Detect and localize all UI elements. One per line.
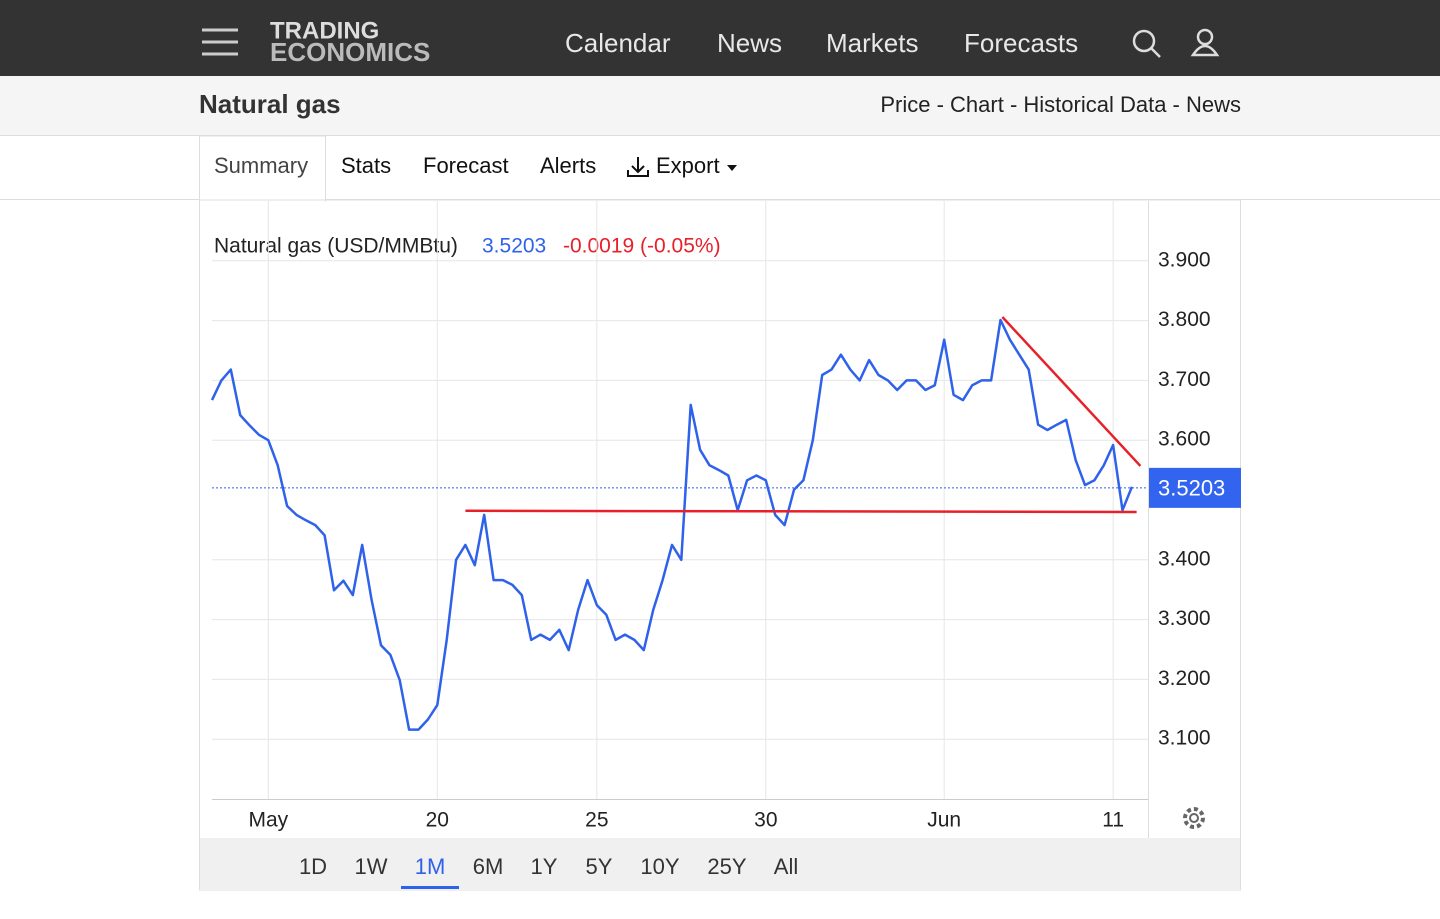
range-button[interactable]: 5Y — [586, 854, 613, 879]
settings-icon[interactable] — [1183, 807, 1205, 829]
nav-link[interactable]: Forecasts — [964, 28, 1078, 58]
nav-link[interactable]: Markets — [826, 28, 918, 58]
range-button[interactable]: 1Y — [531, 854, 558, 879]
x-tick-label: 30 — [754, 809, 777, 832]
range-button[interactable]: All — [774, 854, 798, 879]
y-tick-label: 3.400 — [1158, 547, 1211, 570]
y-tick-label: 3.100 — [1158, 727, 1211, 750]
logo[interactable]: TRADING — [270, 17, 379, 44]
y-tick-label: 3.800 — [1158, 308, 1211, 331]
logo[interactable]: ECONOMICS — [270, 37, 430, 67]
top-bar — [0, 0, 1440, 76]
sub-bar — [0, 76, 1440, 136]
page-title: Natural gas — [199, 89, 341, 119]
chart-title: Natural gas (USD/MMBtu) — [214, 235, 458, 258]
tab[interactable]: Alerts — [540, 153, 596, 178]
nav-link[interactable]: Calendar — [565, 28, 671, 58]
range-button[interactable]: 25Y — [707, 854, 746, 879]
y-tick-label: 3.700 — [1158, 368, 1211, 391]
range-button[interactable]: 6M — [473, 854, 504, 879]
trend-line — [465, 509, 1137, 514]
y-tick-label: 3.300 — [1158, 607, 1211, 630]
range-button[interactable]: 10Y — [640, 854, 679, 879]
x-tick-label: Jun — [927, 809, 961, 832]
menu-icon[interactable] — [202, 28, 238, 56]
range-underline — [401, 886, 459, 889]
x-tick-label: May — [248, 809, 288, 832]
search-icon[interactable] — [1132, 29, 1161, 58]
chart-card — [199, 199, 1241, 891]
range-bar — [200, 838, 1240, 890]
change: -0.0019 (-0.05%) — [563, 235, 721, 258]
x-tick-label: 11 — [1102, 809, 1124, 832]
tab[interactable]: Forecast — [423, 153, 509, 178]
tab[interactable]: Summary — [214, 153, 308, 178]
last-badge-label: 3.5203 — [1158, 476, 1225, 501]
x-tick-label: 25 — [585, 809, 608, 832]
range-button[interactable]: 1D — [299, 854, 327, 879]
trend-line — [1001, 316, 1142, 467]
caret — [727, 165, 737, 171]
y-tick-label: 3.600 — [1158, 428, 1211, 451]
y-tick-label: 3.900 — [1158, 248, 1211, 271]
range-button[interactable]: 1W — [355, 854, 388, 879]
download-icon[interactable] — [627, 157, 649, 177]
price-line — [210, 318, 1134, 731]
tab[interactable]: Export — [656, 153, 720, 178]
x-tick-label: 20 — [426, 809, 449, 832]
last-badge — [1149, 467, 1241, 508]
y-tick-label: 3.200 — [1158, 667, 1211, 690]
nav-link[interactable]: News — [717, 28, 782, 58]
range-button[interactable]: 1M — [415, 854, 446, 879]
sub-links[interactable]: Price - Chart - Historical Data - News — [880, 92, 1241, 117]
last-value: 3.5203 — [482, 235, 546, 258]
user-icon[interactable] — [1190, 28, 1220, 57]
tab[interactable]: Stats — [341, 153, 391, 178]
tab-gap — [200, 196, 325, 202]
